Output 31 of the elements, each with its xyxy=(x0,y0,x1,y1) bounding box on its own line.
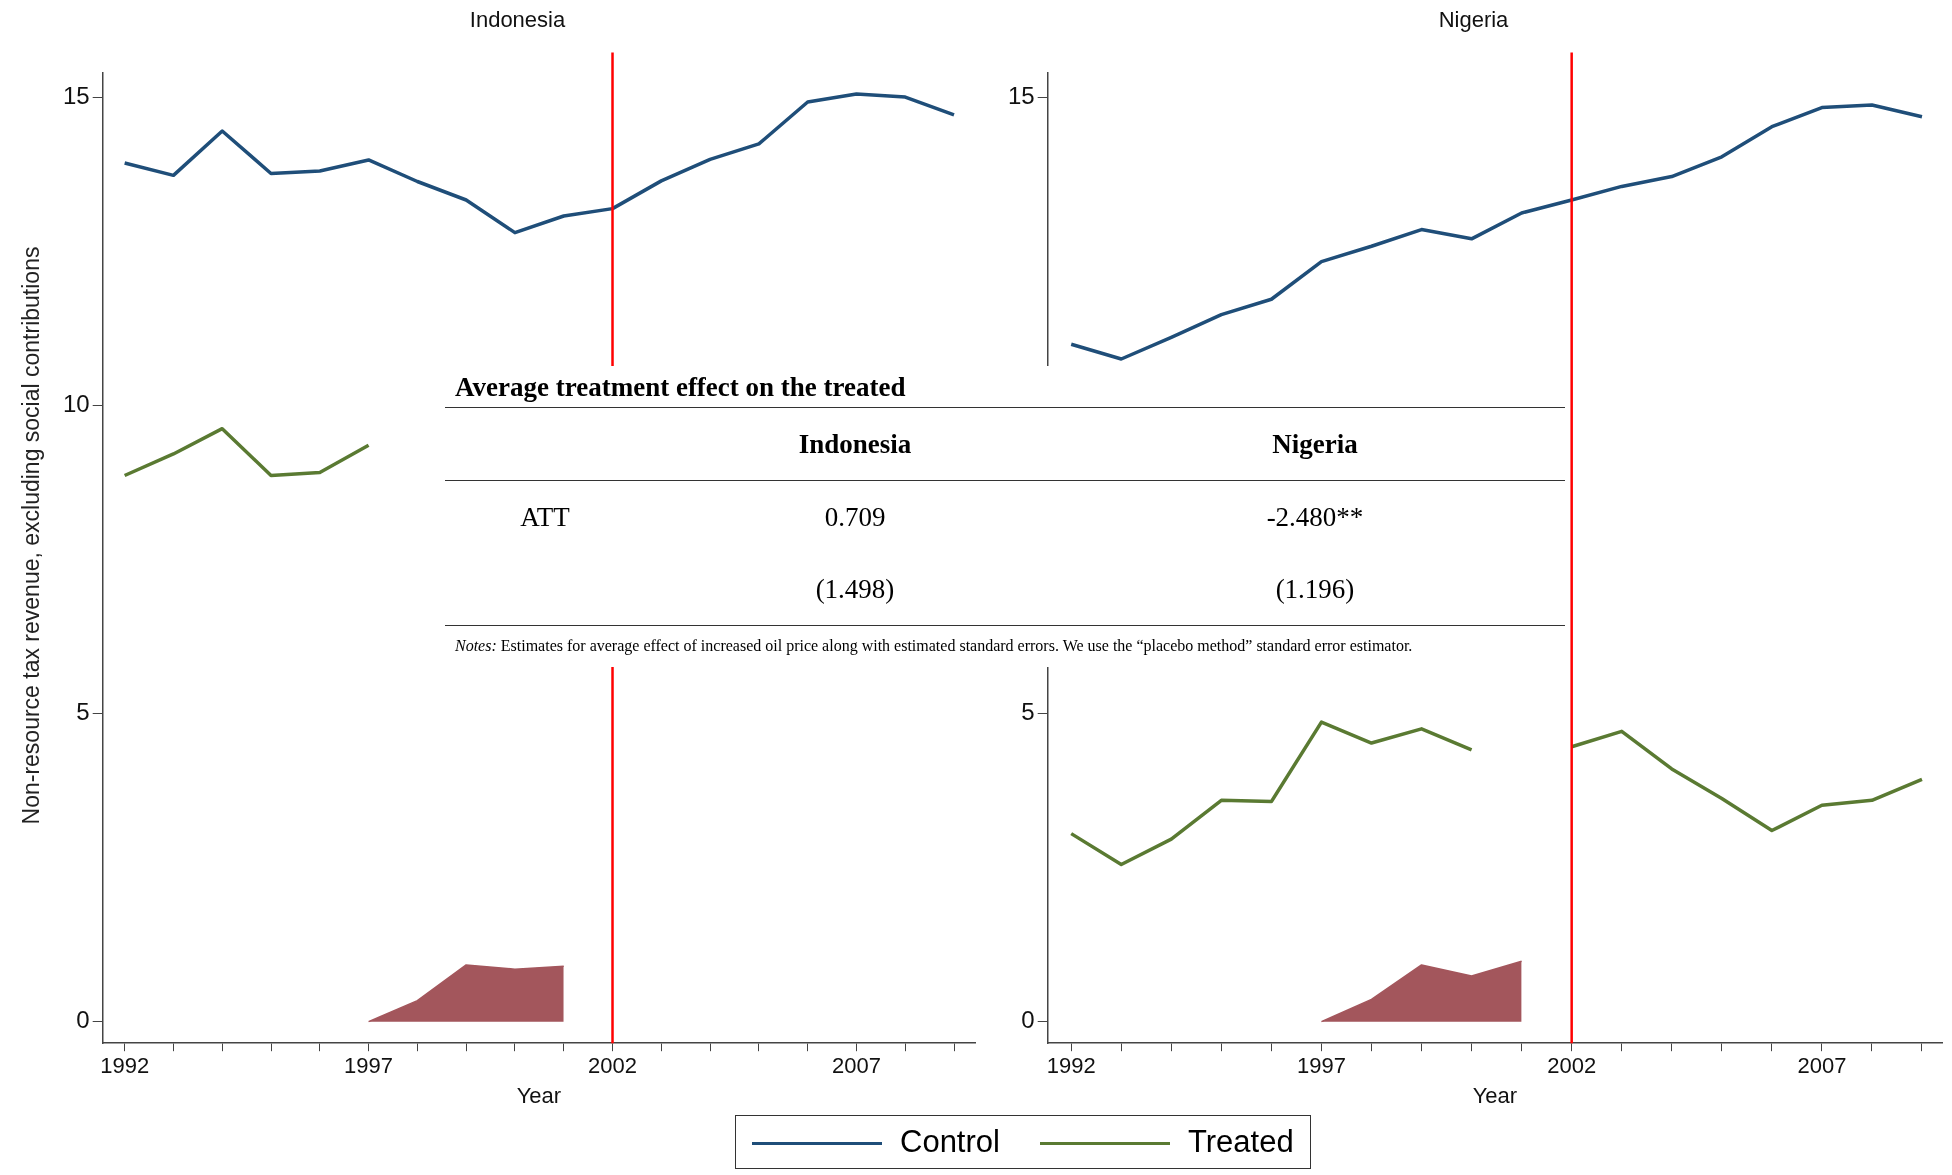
x-tick-label: 2007 xyxy=(1797,1053,1847,1079)
text: Average treatment effect on the treated xyxy=(445,366,1565,408)
chart-title: Nigeria xyxy=(1438,7,1510,33)
x-tick-label: 1997 xyxy=(1296,1053,1346,1079)
y-tick-label: 5 xyxy=(76,698,90,726)
x-axis-title: Year xyxy=(1472,1082,1518,1108)
annotation: Indonesia xyxy=(797,428,913,460)
legend-label: Control xyxy=(899,1124,1000,1160)
x-axis-title: Year xyxy=(516,1082,562,1108)
x-tick-label: 2002 xyxy=(588,1053,637,1079)
chart-title: Indonesia xyxy=(469,7,566,33)
y-tick-label: 15 xyxy=(62,81,90,109)
y-tick-label: 0 xyxy=(1021,1006,1035,1034)
x-tick-label: 2007 xyxy=(831,1053,881,1079)
legend-label: Treated xyxy=(1186,1124,1294,1160)
y-axis-title: Non-resource tax revenue, excluding social contributions xyxy=(18,246,46,824)
annotation: (1.498) xyxy=(814,573,896,605)
annotation: 0.709 xyxy=(823,501,887,533)
y-tick-label: 10 xyxy=(62,389,90,417)
x-tick-label: 1992 xyxy=(100,1053,150,1079)
annotation: Notes: Estimates for average effect of increased oil price along with estimated standard errors. We use the “placebo method” standard error estimator. xyxy=(445,625,1565,667)
x-tick-label: 2002 xyxy=(1547,1053,1597,1079)
x-tick-label: 1997 xyxy=(344,1053,394,1079)
y-tick-label: 5 xyxy=(1021,698,1035,726)
y-tick-label: 0 xyxy=(76,1006,90,1034)
annotation: -2.480** xyxy=(1265,501,1365,533)
x-tick-label: 1992 xyxy=(1046,1053,1096,1079)
annotation: ATT xyxy=(519,501,571,533)
annotation: (1.196) xyxy=(1274,573,1356,605)
annotation: Nigeria xyxy=(1271,428,1359,460)
y-tick-label: 15 xyxy=(1007,81,1035,109)
